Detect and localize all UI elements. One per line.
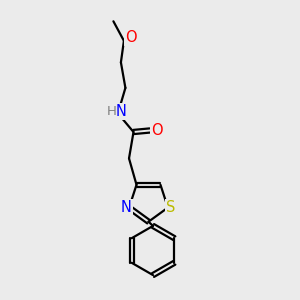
Text: N: N — [121, 200, 131, 215]
Text: H: H — [106, 105, 116, 118]
Text: N: N — [116, 104, 127, 119]
Text: S: S — [166, 200, 176, 215]
Text: O: O — [151, 123, 162, 138]
Text: O: O — [126, 30, 137, 45]
